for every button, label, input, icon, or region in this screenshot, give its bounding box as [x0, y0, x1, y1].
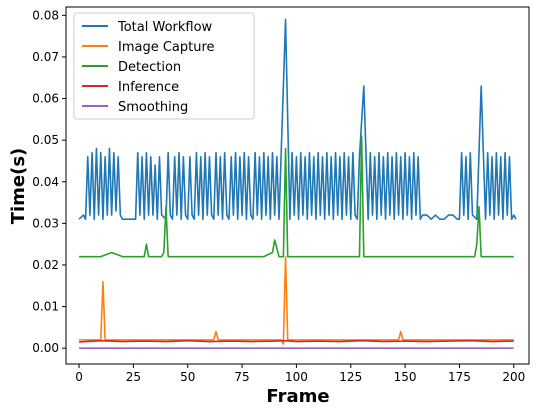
legend-box: [73, 12, 255, 120]
y-tick-label: 0.08: [32, 8, 59, 22]
x-tick-label: 175: [448, 370, 471, 384]
series-line-2: [79, 135, 514, 258]
series-line-0: [78, 18, 517, 220]
series-line-3: [78, 339, 514, 343]
y-axis: 0.00 0.01 0.02 0.03 0.04 0.05 0.06 0.07 0.08: [32, 8, 66, 355]
y-tick-label: 0.03: [32, 216, 59, 230]
legend-label-2: Detection: [118, 60, 181, 75]
y-tick-label: 0.05: [32, 133, 59, 147]
x-tick-label: 25: [126, 370, 141, 384]
y-axis-label: Time(s): [8, 148, 29, 225]
plot-frame: [65, 6, 530, 365]
y-tick-label: 0.04: [32, 175, 59, 189]
x-tick-label: 50: [180, 370, 195, 384]
y-tick-label: 0.02: [32, 258, 59, 272]
x-tick-label: 75: [234, 370, 249, 384]
x-tick-label: 0: [75, 370, 83, 384]
legend-label-4: Smoothing: [118, 100, 188, 115]
x-axis-label: Frame: [266, 386, 329, 407]
series-line-1: [79, 255, 514, 345]
x-tick-label: 200: [502, 370, 525, 384]
y-tick-label: 0.00: [32, 341, 59, 355]
x-tick-label: 125: [339, 370, 362, 384]
y-tick-label: 0.07: [32, 50, 59, 64]
x-axis: 0 25 50 75 100 125 150 175 200: [75, 364, 525, 384]
y-tick-label: 0.06: [32, 92, 59, 106]
x-tick-label: 100: [285, 370, 308, 384]
plot-lines: [78, 18, 517, 349]
legend-label-1: Image Capture: [118, 40, 215, 55]
x-tick-label: 150: [394, 370, 417, 384]
legend-label-0: Total Workflow: [117, 20, 213, 35]
legend: Total Workflow Image Capture Detection Infe…: [73, 12, 255, 120]
legend-label-3: Inference: [118, 80, 179, 95]
y-tick-label: 0.01: [32, 300, 59, 314]
